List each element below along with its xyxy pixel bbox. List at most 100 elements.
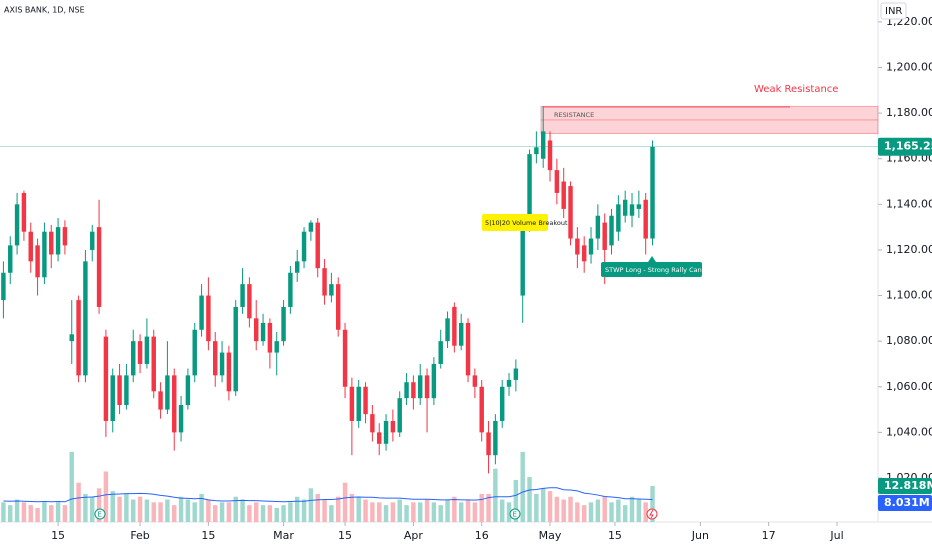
annotation: STWP Long - Strong Rally Candle [605,266,712,274]
x-tick-label: Jul [829,529,843,542]
y-tick-label: 1,080.00 [886,334,932,347]
candle-body [124,375,129,406]
annotation-box [482,214,548,231]
volume-bar [363,499,368,522]
candle-body [137,341,143,364]
volume-bar [28,505,33,522]
volume-bar [8,505,13,522]
x-tick-label: Mar [273,529,294,542]
event-icon[interactable] [646,508,658,520]
volume-bar [322,499,327,522]
volume-bar [452,496,457,522]
volume-bar [158,502,163,522]
candle-body [479,386,484,433]
candle-body [493,420,498,456]
volume-bar [274,507,279,522]
volume-bar [90,496,95,522]
candle-body [21,192,27,232]
volume-bar [254,502,259,522]
volume-bar [315,493,320,522]
volume-bar [383,505,389,522]
volume-bar [35,507,40,522]
candle-body [349,386,355,421]
candle-body [295,261,300,273]
last-price-label: 1,165.25 [884,140,932,153]
volume-bar [534,493,539,522]
candle-body [240,284,245,307]
candle-body [397,398,402,433]
candle-body [178,405,184,433]
x-tick-label: Jun [691,529,709,542]
candle-body [643,199,648,239]
volume-bar [103,471,109,522]
volume-bar [438,505,443,522]
volume-bar [14,499,20,522]
volume-bar [260,505,266,522]
candle-body [534,147,539,155]
x-tick-label: 16 [475,529,489,542]
candle-body [14,204,20,246]
candle-body [424,375,430,399]
candle-body [575,238,580,255]
volume-bar [55,502,61,522]
candle-body [110,375,115,421]
volume-bar [288,502,293,522]
volume-bar [308,488,314,522]
candle-body [281,306,286,342]
volume-bar [199,493,204,522]
volume-bar [431,502,437,522]
currency-box[interactable] [880,2,907,20]
candle-body [8,245,13,273]
candle-body [390,420,396,433]
svg-text:E: E [513,511,517,519]
currency[interactable]: INR [885,6,902,17]
candle-body [117,375,122,406]
candle-body [322,268,327,296]
candle-body [581,245,587,262]
x-tick-label: Apr [404,529,424,542]
candle-body [62,227,68,246]
candle-body [144,336,150,364]
volume-bar [629,496,635,522]
candle-body [165,375,170,410]
x-tick-label: 15 [608,529,622,542]
svg-text:E: E [98,511,102,519]
volume-bar [247,505,252,522]
volume-bar [506,502,512,522]
candle-body [172,375,177,433]
candle-body [554,170,560,193]
candle-body [527,154,532,223]
last-price-box [878,137,932,156]
volume-ma-label-box [878,495,932,511]
volume-bar [151,502,156,522]
candle-body [69,334,74,342]
candle-body [1,272,6,301]
volume-bar [486,493,491,522]
volume-bar [622,505,628,522]
candle-body [595,215,601,239]
volume-bar [568,496,573,522]
volume-bar [295,496,300,522]
event-icon[interactable]: E [509,508,521,520]
x-tick-label: May [539,529,562,542]
volume-bar [493,468,498,522]
volume-bar [356,496,361,522]
candle-body [335,284,341,330]
candle-body [438,341,443,364]
volume-bar [96,488,102,522]
volume-bar [390,502,396,522]
volume-bar [206,499,211,522]
candle-body [411,382,416,399]
volume-label-box [878,478,932,494]
volume-bar [240,499,245,522]
volume-bar [329,505,334,522]
candle-body [329,284,334,296]
volume-ma-line [3,487,653,503]
event-icon[interactable]: E [94,508,106,520]
candle-body [431,363,437,399]
candle-body [28,231,33,262]
candle-body [90,231,95,250]
chart-title: AXIS BANK, 1D, NSE [4,6,85,15]
